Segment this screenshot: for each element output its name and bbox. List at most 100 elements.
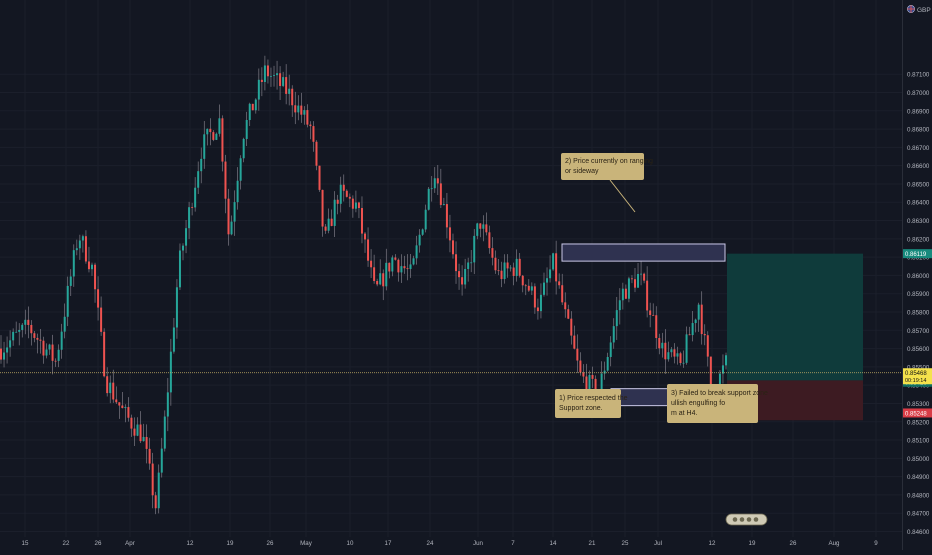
candle-up bbox=[72, 250, 75, 277]
candle-up bbox=[430, 188, 433, 190]
y-tick-label: 0.85900 bbox=[907, 291, 930, 298]
candle-up bbox=[239, 158, 242, 181]
candle-up bbox=[442, 204, 445, 205]
candle-up bbox=[464, 268, 467, 285]
note-engulfing[interactable]: 3) Failed to break support zone ullish e… bbox=[667, 384, 768, 423]
note-support-line-2: Support zone. bbox=[559, 405, 603, 412]
candle-down bbox=[33, 333, 36, 338]
candle-down bbox=[558, 281, 561, 286]
candle-up bbox=[603, 370, 606, 374]
candles bbox=[0, 55, 727, 515]
y-tick-label: 0.86500 bbox=[907, 181, 930, 188]
candle-down bbox=[506, 262, 509, 269]
candle-down bbox=[582, 372, 585, 377]
candle-up bbox=[233, 202, 236, 222]
candle-down bbox=[594, 378, 597, 399]
y-tick-label: 0.85000 bbox=[907, 456, 930, 463]
note-ranging[interactable]: 2) Price currently on ranging or sideway bbox=[561, 153, 653, 180]
x-tick-label: 19 bbox=[227, 540, 234, 547]
candle-up bbox=[160, 448, 163, 473]
candle-up bbox=[169, 351, 172, 393]
candle-up bbox=[194, 187, 197, 208]
candle-down bbox=[97, 289, 100, 308]
note-engulfing-line-3: m at H4. bbox=[671, 410, 698, 417]
candle-up bbox=[203, 134, 206, 159]
candle-down bbox=[570, 318, 573, 336]
candle-up bbox=[476, 223, 479, 236]
x-tick-label: 17 bbox=[385, 540, 392, 547]
candle-down bbox=[658, 338, 661, 349]
current-price-tag-timer: 00:19:14 bbox=[905, 378, 926, 384]
target-zone[interactable] bbox=[727, 253, 863, 381]
candle-up bbox=[418, 234, 421, 246]
current-price-tag: 0.85468 bbox=[905, 371, 927, 377]
candle-down bbox=[130, 417, 133, 429]
candle-down bbox=[573, 335, 576, 349]
candle-down bbox=[576, 348, 579, 361]
time-axis[interactable]: 15 22 26 Apr 12 19 26 May 10 17 24 Jun 7 14 21 25 Jul 12 1… bbox=[22, 540, 879, 547]
candle-up bbox=[75, 248, 78, 251]
candle-down bbox=[315, 141, 318, 166]
candle-down bbox=[579, 360, 582, 373]
x-tick-label: Aug bbox=[828, 540, 840, 547]
candle-down bbox=[87, 261, 90, 270]
candle-up bbox=[354, 202, 357, 209]
note-support-line-1: 1) Price respected the bbox=[559, 395, 628, 402]
candle-up bbox=[178, 250, 181, 288]
candle-down bbox=[536, 307, 539, 312]
candle-up bbox=[206, 128, 209, 135]
candle-down bbox=[36, 337, 39, 340]
stop-price-tag-bg bbox=[903, 408, 932, 418]
candle-down bbox=[445, 204, 448, 228]
candle-up bbox=[172, 327, 175, 352]
y-tick-label: 0.86700 bbox=[907, 145, 930, 152]
candle-up bbox=[6, 347, 9, 353]
x-tick-label: 7 bbox=[511, 540, 515, 547]
candle-up bbox=[718, 373, 721, 393]
candle-down bbox=[461, 277, 464, 285]
y-tick-label: 0.87000 bbox=[907, 90, 930, 97]
resistance-zone-box[interactable] bbox=[561, 243, 726, 262]
candle-up bbox=[333, 199, 336, 226]
candle-up bbox=[694, 319, 697, 324]
candle-up bbox=[549, 269, 552, 279]
candle-up bbox=[421, 229, 424, 235]
candle-down bbox=[388, 262, 391, 272]
candle-up bbox=[9, 340, 12, 348]
candle-up bbox=[637, 274, 640, 288]
y-tick-label: 0.84600 bbox=[907, 529, 930, 536]
currency-badge[interactable]: GBP bbox=[907, 5, 931, 14]
candle-up bbox=[721, 365, 724, 374]
tradingview-logo-dot-3 bbox=[746, 517, 752, 522]
candle-down bbox=[406, 268, 409, 270]
candle-down bbox=[154, 495, 157, 509]
candle-down bbox=[100, 307, 103, 332]
note-engulfing-line-2: ullish engulfing fo bbox=[671, 400, 725, 407]
candle-down bbox=[382, 273, 385, 287]
candle-down bbox=[527, 285, 530, 291]
candle-up bbox=[242, 138, 245, 159]
candle-up bbox=[182, 245, 185, 251]
note-support[interactable]: 1) Price respected the Support zone. bbox=[555, 389, 628, 418]
candle-up bbox=[415, 245, 418, 259]
x-tick-label: 22 bbox=[63, 540, 70, 547]
candle-up bbox=[57, 349, 60, 361]
candle-down bbox=[118, 402, 121, 406]
candle-down bbox=[394, 257, 397, 260]
candle-down bbox=[224, 161, 227, 199]
x-tick-label: 19 bbox=[749, 540, 756, 547]
annotation-connector-ranging bbox=[609, 179, 636, 213]
candle-down bbox=[373, 267, 376, 281]
candle-up bbox=[188, 207, 191, 229]
candle-down bbox=[121, 405, 124, 409]
candle-down bbox=[633, 279, 636, 288]
x-tick-label: 9 bbox=[874, 540, 878, 547]
candle-up bbox=[48, 344, 51, 350]
candle-down bbox=[221, 118, 224, 162]
y-tick-label: 0.85100 bbox=[907, 438, 930, 445]
candle-up bbox=[15, 331, 18, 333]
candle-down bbox=[655, 315, 658, 339]
candle-down bbox=[706, 335, 709, 357]
candle-up bbox=[685, 334, 688, 363]
